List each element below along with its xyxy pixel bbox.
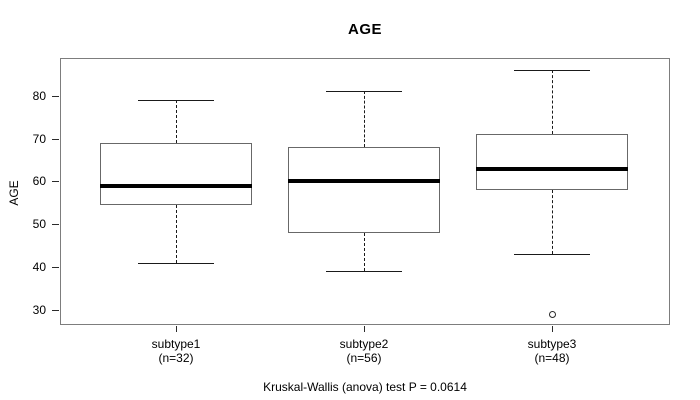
x-tick xyxy=(176,326,177,332)
stats-annotation: Kruskal-Wallis (anova) test P = 0.0614 xyxy=(263,380,467,394)
x-category-count: (n=56) xyxy=(346,351,382,365)
chart-title: AGE xyxy=(347,21,382,38)
whisker-upper-cap xyxy=(514,70,590,71)
x-category-label: subtype1 xyxy=(151,337,201,351)
whisker-upper-line xyxy=(552,70,553,135)
whisker-lower-line xyxy=(364,232,365,272)
x-tick xyxy=(364,326,365,332)
iqr-box xyxy=(100,142,252,205)
whisker-upper-cap xyxy=(138,100,214,101)
x-category-count: (n=32) xyxy=(158,351,194,365)
x-category-label: subtype2 xyxy=(339,337,389,351)
x-category-label-block: subtype1 (n=32) xyxy=(96,337,256,365)
y-tick xyxy=(52,95,59,97)
y-tick xyxy=(52,267,59,269)
x-category-label-block: subtype2 (n=56) xyxy=(284,337,444,365)
y-tick-label: 60 xyxy=(32,174,46,189)
x-tick xyxy=(552,326,553,332)
x-category-label: subtype3 xyxy=(527,337,577,351)
whisker-lower-line xyxy=(552,190,553,255)
y-tick xyxy=(52,310,59,311)
outlier-point xyxy=(548,310,556,318)
iqr-box xyxy=(288,147,440,233)
y-tick xyxy=(52,181,59,183)
median-line xyxy=(476,166,628,171)
y-tick-label: 30 xyxy=(32,303,46,317)
y-tick-label: 40 xyxy=(32,260,46,275)
whisker-upper-cap xyxy=(326,91,402,93)
x-category-count: (n=48) xyxy=(534,351,570,365)
whisker-upper-line xyxy=(176,100,177,143)
whisker-lower-line xyxy=(176,205,177,263)
y-tick xyxy=(52,224,59,226)
whisker-lower-cap xyxy=(514,254,590,256)
whisker-lower-cap xyxy=(138,262,214,264)
y-tick xyxy=(52,138,59,140)
whisker-lower-cap xyxy=(326,271,402,273)
y-tick-label: 50 xyxy=(32,217,46,232)
iqr-box xyxy=(476,134,628,190)
median-line xyxy=(288,179,440,184)
x-category-label-block: subtype3 (n=48) xyxy=(472,337,632,365)
y-tick-label: 80 xyxy=(32,88,46,103)
y-tick-label: 70 xyxy=(32,131,46,146)
whisker-upper-line xyxy=(364,91,365,148)
median-line xyxy=(100,183,252,188)
